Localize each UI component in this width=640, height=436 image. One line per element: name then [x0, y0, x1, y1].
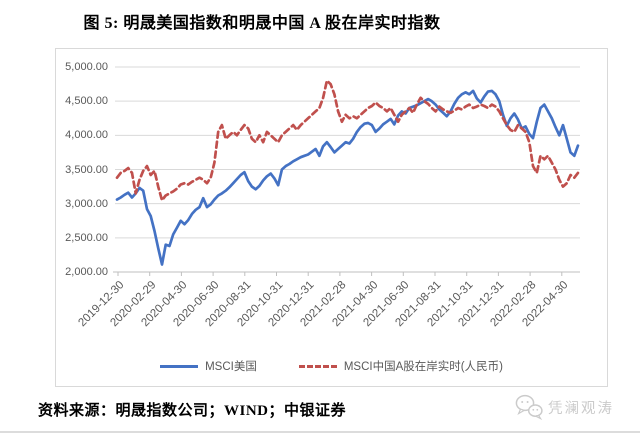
watermark-text: 凭澜观涛: [548, 400, 614, 417]
red-dashed-line-sample: [298, 364, 337, 368]
legend-item-msci-china-a: MSCI中国A股在岸实时(人民币): [298, 358, 503, 374]
chart-frame: 5,000.00 4,500.00 4,000.00 3,500.00 3,000.00…: [55, 48, 608, 387]
legend-item-msci-us: MSCI美国: [160, 358, 257, 374]
watermark: 凭澜观涛: [514, 394, 614, 420]
legend-label-msci-us: MSCI美国: [205, 361, 257, 373]
bottom-divider: [0, 431, 640, 433]
source-note: 资料来源：明晟指数公司；WIND；中银证券: [38, 403, 347, 419]
line-chart: [113, 66, 580, 276]
legend-label-msci-china-a: MSCI中国A股在岸实时(人民币): [343, 361, 503, 373]
blue-solid-line-sample: [160, 364, 199, 368]
chat-bubbles-icon: [515, 394, 543, 420]
figure-title: 图 5: 明晟美国指数和明晟中国 A 股在岸实时指数: [83, 15, 441, 32]
chart-legend: MSCI美国 MSCI中国A股在岸实时(人民币): [56, 357, 607, 375]
